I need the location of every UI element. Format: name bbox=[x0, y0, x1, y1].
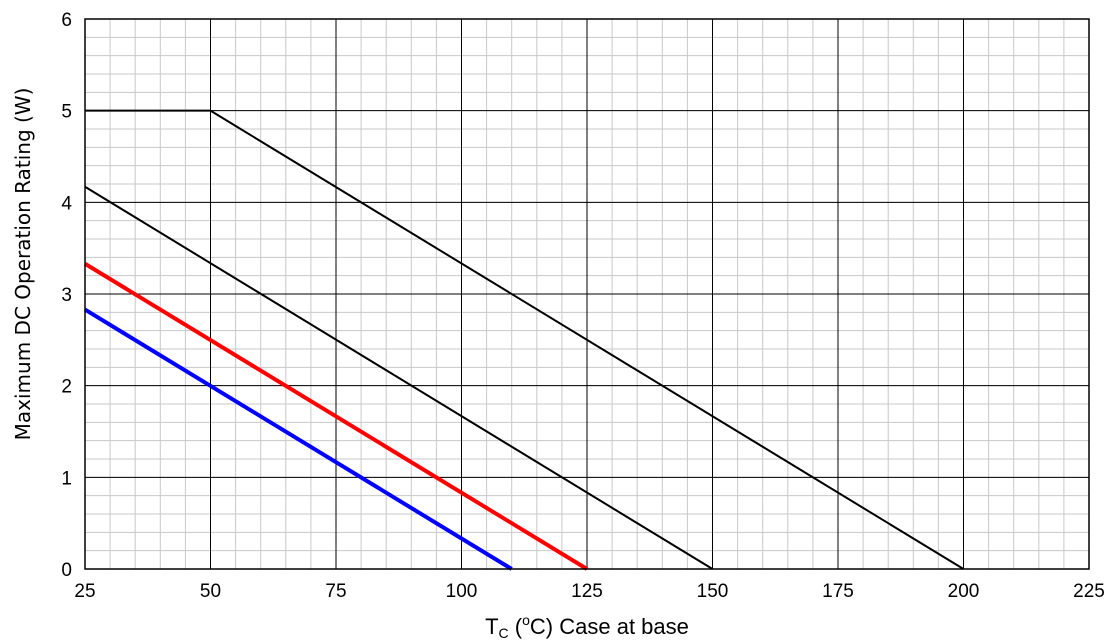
x-tick-labels: 25 50 75 100 125 150 175 200 225 bbox=[74, 581, 1104, 602]
x-tick-label: 25 bbox=[74, 581, 95, 602]
y-tick-label: 5 bbox=[61, 102, 72, 123]
series-line-2 bbox=[84, 185, 714, 570]
x-tick-label: 200 bbox=[948, 581, 980, 602]
x-tick-label: 125 bbox=[571, 581, 603, 602]
y-tick-label: 3 bbox=[61, 285, 72, 306]
x-axis-title-open: ( bbox=[509, 614, 523, 639]
x-tick-label: 50 bbox=[200, 581, 221, 602]
series-line-3 bbox=[83, 262, 589, 571]
x-axis-title-main: T bbox=[485, 614, 498, 639]
x-axis-title-sup: o bbox=[522, 612, 530, 628]
y-tick-labels: 0 1 2 3 4 5 6 bbox=[61, 10, 72, 581]
series-layer bbox=[83, 109, 965, 571]
y-tick-label: 6 bbox=[61, 10, 72, 31]
series-line-4 bbox=[83, 307, 513, 571]
y-tick-label: 1 bbox=[61, 468, 72, 489]
y-axis-title: Maximum DC Operation Rating (W) bbox=[11, 88, 35, 441]
x-axis-title: TC (oC) Case at base bbox=[485, 612, 689, 641]
x-tick-label: 100 bbox=[446, 581, 478, 602]
x-tick-label: 150 bbox=[697, 581, 729, 602]
series-line-1 bbox=[85, 109, 965, 570]
y-tick-label: 0 bbox=[61, 560, 72, 581]
y-tick-label: 2 bbox=[61, 377, 72, 398]
x-tick-label: 175 bbox=[822, 581, 854, 602]
plot-frame bbox=[84, 18, 1090, 570]
x-axis-title-sub: C bbox=[499, 625, 509, 641]
y-tick-label: 4 bbox=[61, 193, 72, 214]
x-tick-label: 75 bbox=[325, 581, 346, 602]
x-axis-title-rest: C) Case at base bbox=[530, 614, 689, 639]
x-tick-label: 225 bbox=[1073, 581, 1105, 602]
